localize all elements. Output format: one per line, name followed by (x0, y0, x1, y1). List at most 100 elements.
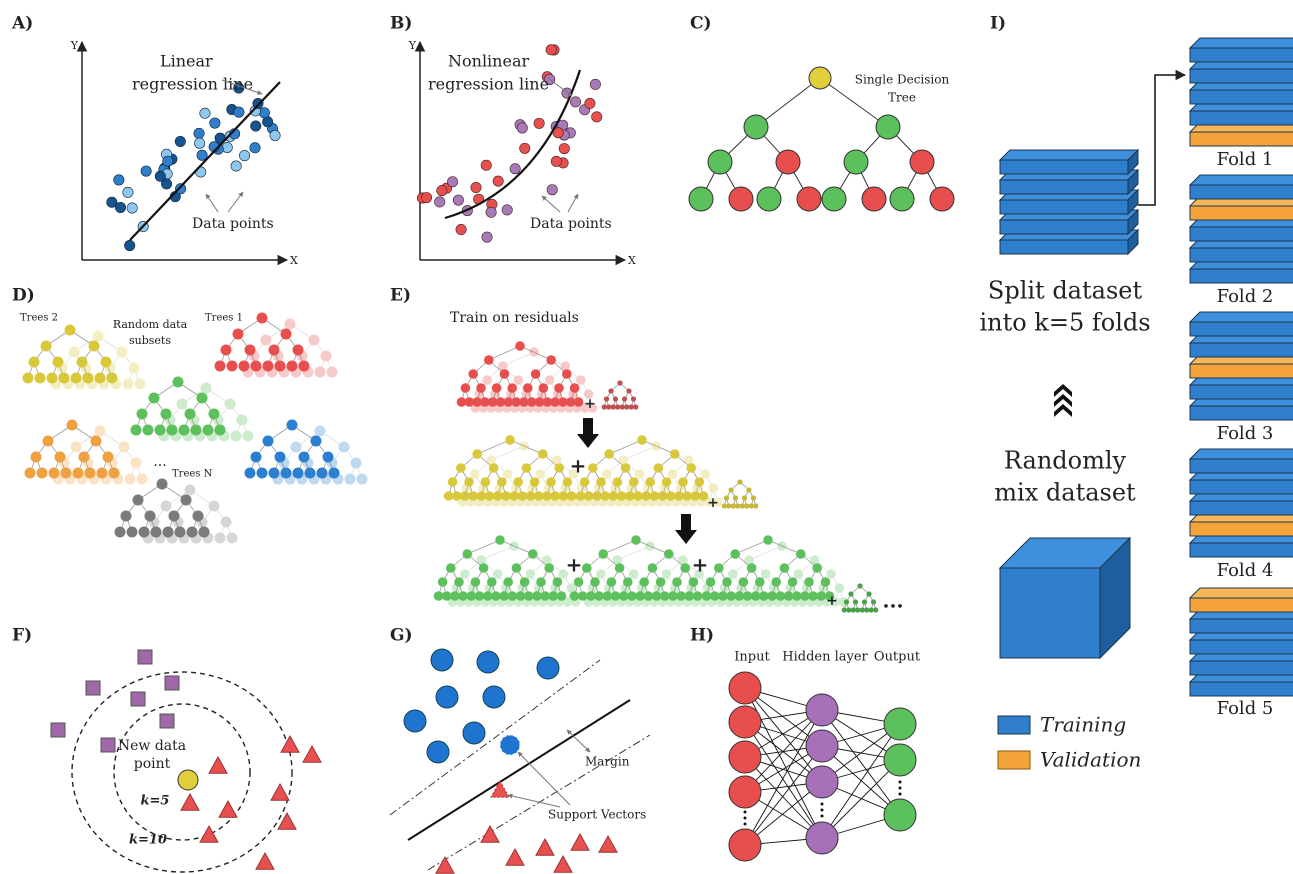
tree-node (759, 591, 769, 601)
tree-node (184, 408, 196, 420)
tree-node (519, 397, 529, 407)
tree-node (596, 477, 606, 487)
triangle-point (199, 824, 219, 843)
tree-edge (564, 473, 574, 489)
tree-edge (765, 573, 775, 589)
tree-node (88, 473, 100, 485)
tree-edge (564, 487, 570, 503)
tree-node (226, 360, 238, 372)
tree-node (174, 526, 186, 538)
down-arrow (577, 418, 599, 448)
tree-node (132, 494, 144, 506)
tree-edge (692, 487, 698, 503)
tree-node (280, 467, 292, 479)
tree-node (112, 473, 124, 485)
tree-edge (566, 587, 572, 603)
tree-node (649, 597, 659, 607)
tree-node (130, 457, 142, 469)
triangle-point (277, 811, 297, 830)
slab-front (1189, 131, 1293, 147)
class-point (476, 650, 500, 674)
tree-node (808, 591, 818, 601)
tree-edge (538, 587, 544, 603)
tree-node (756, 186, 782, 212)
data-point (470, 182, 482, 194)
pointer (227, 191, 244, 213)
tree (130, 376, 226, 436)
tree-node (664, 549, 674, 559)
label: Single Decision (855, 73, 950, 87)
slab-front (999, 239, 1129, 255)
legend-swatch (997, 750, 1031, 770)
tree-node (554, 597, 564, 607)
label: Fold 3 (1217, 423, 1274, 444)
tree-node (544, 375, 555, 385)
tree-edge (481, 545, 515, 561)
slab-front (1189, 268, 1293, 284)
tree-node (742, 591, 753, 601)
tree-node (525, 569, 536, 579)
class-point (435, 685, 459, 709)
tree-edge (688, 459, 706, 475)
tree-node (224, 398, 236, 410)
tree-node (535, 469, 546, 479)
tree-node (726, 591, 736, 601)
tree-edge (502, 351, 535, 367)
tree-edge (698, 573, 708, 589)
slab-top (1188, 311, 1293, 323)
tree-edge (484, 587, 490, 603)
tree-node (635, 591, 645, 601)
tree-node (208, 500, 220, 512)
tree-edge (724, 573, 734, 589)
tree-node (583, 491, 594, 501)
tree-edge (474, 459, 492, 475)
tree-node (52, 473, 64, 485)
tree-edge (301, 355, 309, 373)
tree-node (480, 477, 491, 487)
tree-node (630, 396, 637, 402)
tree-node (120, 510, 132, 522)
label: C) (690, 14, 712, 34)
tree-edge (129, 462, 137, 480)
tree-node (796, 186, 822, 212)
tree-node (326, 457, 338, 469)
tree-edge (283, 462, 291, 480)
tree-node (569, 591, 580, 601)
tree-node (692, 483, 702, 493)
tree-node (861, 186, 887, 212)
data-point (516, 122, 528, 134)
tree-edge (525, 393, 531, 409)
tree-node (274, 360, 286, 372)
tree-edge (466, 473, 476, 489)
tree (244, 419, 340, 479)
tree-node (598, 549, 608, 559)
class-point (426, 740, 450, 764)
tree-edge (73, 335, 99, 353)
tree-edge (133, 367, 141, 385)
tree-node (672, 577, 682, 587)
tree-node (521, 463, 532, 473)
tree-node (712, 497, 723, 507)
tree-node (633, 491, 643, 501)
hidden-neuron (805, 693, 839, 727)
label: Tree (888, 91, 916, 105)
tree-node (455, 597, 466, 607)
tree-node (501, 491, 511, 501)
slab-front (999, 567, 1101, 659)
tree-node (843, 599, 850, 605)
tree-node (100, 356, 112, 368)
data-point (154, 170, 166, 182)
tree-node (513, 477, 523, 487)
tree-node (767, 591, 777, 601)
slab-front (999, 199, 1129, 215)
tree-edge (682, 559, 700, 575)
tree-edge (527, 487, 533, 503)
tree-edge (704, 473, 714, 489)
tree-node (464, 477, 474, 487)
tree-node (746, 563, 757, 573)
tree-node (250, 451, 262, 463)
tree-node (612, 555, 622, 565)
slab-front (1189, 500, 1293, 516)
tree-edge (537, 393, 543, 409)
tree-node (870, 599, 877, 605)
